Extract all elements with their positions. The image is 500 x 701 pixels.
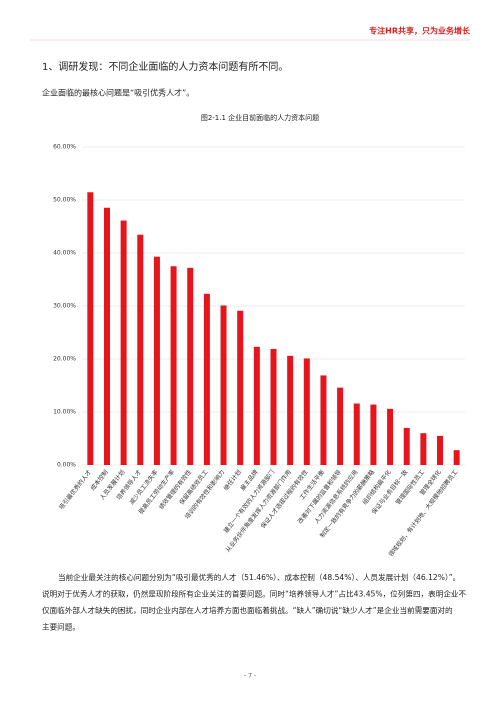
bar (420, 433, 427, 465)
x-tick-label: 吸引最优秀的人才 (57, 468, 93, 511)
header-slogan: 专注HR共享，只为业务增长 (369, 26, 471, 36)
bar (87, 192, 94, 465)
bar (437, 435, 444, 465)
bar (453, 450, 460, 465)
bar (353, 403, 360, 465)
bar (403, 427, 410, 465)
heading: 1、调研发现：不同企业面临的人力资本问题有所不同。 (42, 60, 288, 73)
body-line: 仅面临外部人才缺失的困扰，同时企业内部在人才培养方面也面临着挑战。“缺人”确切说… (42, 605, 453, 615)
intro: 企业面临的最核心问题是“吸引优秀人才”。 (42, 88, 194, 98)
page-number: - 7 - (244, 673, 256, 680)
bar (153, 256, 160, 465)
y-tick-label: 60.00% (53, 144, 76, 151)
bar (337, 387, 344, 465)
chart-title: 图2-1.1 企业目前面临的人力资本问题 (201, 113, 319, 122)
bar (170, 266, 177, 465)
bar (287, 355, 294, 465)
y-tick-label: 30.00% (53, 303, 76, 310)
bar (203, 293, 210, 465)
bar (237, 310, 244, 465)
bar (303, 358, 310, 465)
bar (120, 220, 127, 465)
bar (253, 346, 260, 465)
bar (220, 305, 227, 465)
bar (137, 234, 144, 465)
y-tick-label: 20.00% (53, 356, 76, 363)
y-tick-label: 10.00% (53, 409, 76, 416)
body-line: 当前企业最关注的核心问题分别为“吸引最优秀的人才（51.46%）、成本控制（48… (58, 572, 460, 582)
body-line: 主要问题。 (42, 622, 80, 632)
bar (103, 207, 110, 465)
y-tick-label: 40.00% (53, 250, 76, 257)
bar (370, 404, 377, 465)
body-line: 说明对于优秀人才的获取，仍然是现阶段所有企业关注的首要问题。同时“培养领导人才”… (42, 589, 467, 599)
bar (187, 267, 194, 465)
y-tick-label: 50.00% (53, 197, 76, 204)
body-text: 当前企业最关注的核心问题分别为“吸引最优秀的人才（51.46%）、成本控制（48… (42, 572, 467, 632)
y-tick-label: 0.00% (57, 462, 76, 469)
bar (387, 408, 394, 465)
bar (270, 348, 277, 465)
bar (320, 375, 327, 465)
